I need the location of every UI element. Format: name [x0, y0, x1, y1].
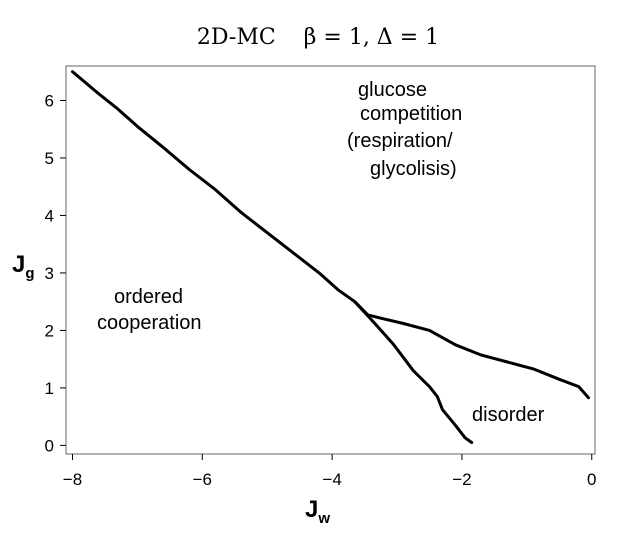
y-tick-label: 6: [45, 91, 54, 110]
y-axis-ticks: 0 1 2 3 4 5 6: [45, 91, 66, 455]
region-competition-line-1: glucose: [358, 79, 427, 101]
x-tick-label: −2: [452, 470, 471, 489]
y-axis-label-main: J: [12, 251, 25, 278]
region-label-competition: glucose competition (respiration/ glycol…: [347, 79, 468, 180]
x-tick-label: 0: [587, 470, 596, 489]
x-axis-ticks: −8 −6 −4 −2 0: [63, 454, 596, 489]
x-axis-label: Jw: [305, 496, 330, 527]
region-label-disorder: disorder: [472, 404, 545, 426]
series-line-boundary-ordered-competition: [71, 70, 357, 304]
region-competition-line-3: (respiration/: [347, 130, 453, 152]
region-competition-line-4: glycolisis): [370, 158, 457, 180]
y-tick-label: 1: [45, 379, 54, 398]
region-ordered-line-1: ordered: [114, 286, 183, 308]
y-tick-label: 3: [45, 264, 54, 283]
x-axis-label-subscript: w: [317, 510, 330, 527]
y-tick-label: 0: [45, 436, 54, 455]
region-ordered-line-2: cooperation: [97, 312, 202, 334]
series-line-boundary-competition-disorder: [353, 300, 590, 400]
chart-title: 2D-MC β = 1, Δ = 1: [197, 25, 439, 50]
y-axis-label-subscript: g: [25, 265, 34, 282]
x-tick-label: −4: [322, 470, 341, 489]
y-tick-label: 2: [45, 321, 54, 340]
phase-boundaries: [71, 70, 590, 444]
x-tick-label: −8: [63, 470, 82, 489]
x-axis-label-main: J: [305, 496, 318, 523]
y-axis-label: Jg: [12, 251, 35, 282]
region-label-ordered: ordered cooperation: [97, 286, 202, 334]
plot-frame: [65, 65, 596, 455]
region-competition-line-2: competition: [360, 103, 462, 125]
y-tick-label: 4: [45, 206, 54, 225]
series-line-boundary-ordered-disorder: [353, 300, 474, 444]
x-tick-label: −6: [193, 470, 212, 489]
y-tick-label: 5: [45, 149, 54, 168]
